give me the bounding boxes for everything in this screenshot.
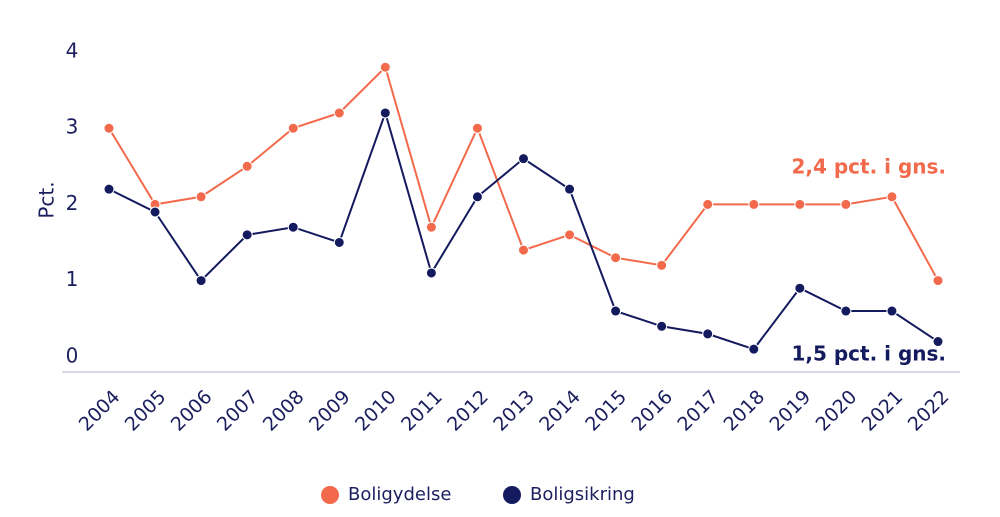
- point: [702, 328, 714, 340]
- point: [471, 191, 483, 203]
- point: [425, 267, 437, 279]
- point: [794, 198, 806, 210]
- legend-label: Boligsikring: [530, 484, 635, 505]
- series-line: [108, 109, 939, 351]
- point: [103, 122, 115, 134]
- point: [886, 191, 898, 203]
- x-tick-label: 2004: [75, 386, 125, 436]
- x-tick-label: 2012: [443, 386, 493, 436]
- x-tick-label: 2011: [397, 386, 447, 436]
- point: [287, 122, 299, 134]
- point: [149, 206, 161, 218]
- point: [656, 320, 668, 332]
- x-tick-label: 2016: [627, 386, 677, 436]
- x-tick-label: 2007: [213, 386, 263, 436]
- y-tick-label: 2: [66, 191, 79, 215]
- point: [932, 275, 944, 287]
- point: [379, 107, 391, 119]
- point: [564, 229, 576, 241]
- point: [702, 198, 714, 210]
- point: [379, 61, 391, 73]
- point: [886, 305, 898, 317]
- legend-label: Boligydelse: [348, 484, 451, 505]
- point: [656, 259, 668, 271]
- point: [241, 229, 253, 241]
- x-tick-label: 2017: [673, 386, 723, 436]
- point: [287, 221, 299, 233]
- x-tick-label: 2014: [535, 386, 585, 436]
- point: [564, 183, 576, 195]
- point: [518, 244, 529, 256]
- annotation: 1,5 pct. i gns.: [791, 342, 946, 366]
- point: [518, 153, 529, 165]
- point: [103, 183, 115, 195]
- point: [610, 305, 622, 317]
- point: [794, 282, 806, 294]
- legend-marker: [321, 486, 339, 504]
- point: [932, 336, 944, 348]
- x-tick-label: 2020: [812, 386, 862, 436]
- point: [195, 275, 207, 287]
- point: [195, 191, 207, 203]
- point: [840, 198, 852, 210]
- point: [840, 305, 852, 317]
- y-tick-label: 1: [66, 267, 79, 291]
- point: [471, 122, 483, 134]
- y-tick-label: 3: [66, 115, 79, 139]
- y-tick-label: 4: [66, 39, 79, 63]
- x-tick-label: 2022: [904, 386, 954, 436]
- point: [425, 221, 437, 233]
- annotation: 2,4 pct. i gns.: [791, 155, 946, 179]
- x-tick-label: 2013: [489, 386, 539, 436]
- x-tick-label: 2005: [121, 386, 171, 436]
- point: [333, 236, 345, 248]
- x-tick-label: 2018: [719, 386, 769, 436]
- x-tick-label: 2009: [305, 386, 355, 436]
- x-tick-label: 2015: [581, 386, 631, 436]
- x-tick-label: 2008: [259, 386, 309, 436]
- y-axis-label: Pct.: [35, 181, 59, 218]
- x-tick-label: 2021: [858, 386, 908, 436]
- point: [241, 160, 253, 172]
- x-tick-label: 2010: [351, 386, 401, 436]
- y-tick-label: 0: [66, 343, 79, 367]
- point: [748, 343, 760, 355]
- x-tick-label: 2006: [167, 386, 217, 436]
- point: [333, 107, 345, 119]
- x-tick-label: 2019: [766, 386, 816, 436]
- point: [610, 252, 622, 264]
- legend-marker: [503, 486, 521, 504]
- point: [748, 198, 760, 210]
